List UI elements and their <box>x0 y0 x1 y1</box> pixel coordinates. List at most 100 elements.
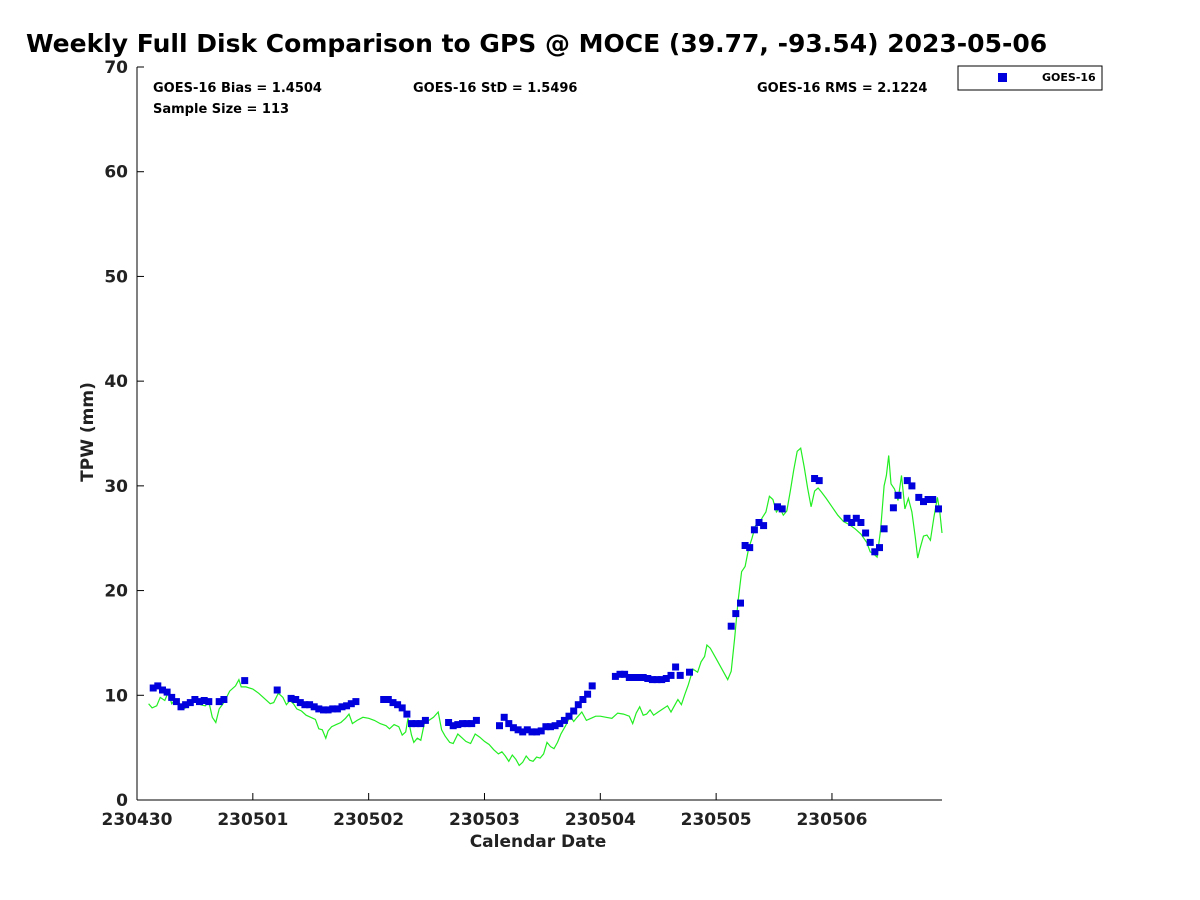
goes16-point <box>320 706 327 714</box>
x-tick-label: 230501 <box>217 810 288 830</box>
goes16-point <box>653 676 661 684</box>
x-tick-label: 230506 <box>796 810 867 830</box>
goes16-point <box>929 496 937 503</box>
goes16-point <box>352 698 360 706</box>
axes: 0 10 20 30 40 50 60 70 230430 230501 230502 230503 2… <box>102 58 942 830</box>
goes16-point <box>519 728 527 736</box>
goes16-point <box>862 529 870 537</box>
goes16-point <box>556 720 564 728</box>
goes16-point <box>347 700 355 708</box>
y-tick-label: 30 <box>104 477 128 497</box>
goes16-point <box>459 720 466 728</box>
y-axis-title: TPW (mm) <box>78 382 98 482</box>
goes16-point <box>732 610 740 618</box>
goes16-point <box>468 720 476 728</box>
goes16-point <box>182 701 190 709</box>
goes16-point <box>760 522 768 530</box>
goes16-point <box>301 701 309 709</box>
y-tick-label: 10 <box>104 686 128 706</box>
goes16-point <box>159 686 166 694</box>
x-tick-label: 230430 <box>102 810 173 830</box>
goes16-point <box>755 519 763 526</box>
goes16-point <box>857 519 865 526</box>
goes16-point <box>774 503 781 511</box>
goes16-point <box>384 696 392 703</box>
goes16-point <box>500 713 508 721</box>
goes16-point <box>329 705 337 713</box>
goes16-point <box>445 719 453 726</box>
goes16-point <box>296 699 304 707</box>
x-tick-label: 230505 <box>681 810 752 830</box>
y-tick-label: 60 <box>104 163 128 183</box>
goes16-point <box>935 505 942 513</box>
goes16-point <box>343 702 351 710</box>
goes16-point <box>172 698 180 706</box>
x-tick-label: 230503 <box>449 810 520 830</box>
goes16-point <box>200 697 208 704</box>
goes16-point <box>644 675 652 682</box>
goes16-point <box>149 684 157 692</box>
goes16-point <box>154 682 162 690</box>
goes16-point <box>908 482 916 490</box>
legend: GOES-16 <box>957 65 1103 91</box>
goes16-point <box>811 475 819 482</box>
goes16-point <box>186 699 194 707</box>
x-axis-title: Calendar Date <box>470 832 607 852</box>
goes16-point <box>778 505 786 513</box>
goes16-point <box>454 721 462 729</box>
goes16-point <box>625 674 633 681</box>
goes16-point <box>866 538 874 546</box>
x-tick-label: 230504 <box>565 810 636 830</box>
goes16-point <box>727 622 735 630</box>
goes16-point <box>177 703 185 711</box>
goes16-point <box>621 670 629 678</box>
goes16-point <box>616 670 624 678</box>
goes16-point <box>815 477 823 485</box>
goes16-point <box>672 663 680 671</box>
goes16-point <box>338 703 346 711</box>
goes16-point <box>741 542 749 549</box>
goes16-point <box>205 698 213 706</box>
goes16-point <box>574 701 582 709</box>
goes16-point <box>220 696 228 703</box>
goes16-point <box>852 514 860 522</box>
goes16-series <box>149 475 942 736</box>
goes16-point <box>579 696 587 703</box>
goes16-point <box>737 599 744 607</box>
goes16-point <box>639 674 647 681</box>
goes16-point <box>215 698 223 706</box>
legend-box <box>957 65 1103 91</box>
goes16-point <box>421 716 429 724</box>
goes16-point <box>496 722 503 730</box>
annotations: GOES-16 Bias = 1.4504 GOES-16 StD = 1.54… <box>78 81 927 852</box>
goes16-point <box>333 705 341 713</box>
goes16-point <box>584 690 592 698</box>
legend-marker-goes16 <box>998 73 1007 82</box>
goes16-point <box>588 682 596 690</box>
std-annotation: GOES-16 StD = 1.5496 <box>413 81 577 96</box>
goes16-point <box>915 493 923 501</box>
goes16-point <box>542 723 550 731</box>
y-tick-label: 50 <box>104 267 128 287</box>
goes16-point <box>889 504 897 512</box>
goes16-point <box>273 686 281 694</box>
goes16-point <box>533 728 541 736</box>
goes16-point <box>398 704 406 712</box>
y-tick-label: 70 <box>104 58 128 78</box>
goes16-point <box>662 675 670 682</box>
goes16-point <box>287 694 295 702</box>
legend-label-goes16: GOES-16 <box>1042 71 1096 84</box>
goes16-point <box>449 722 457 730</box>
goes16-point <box>630 674 638 681</box>
goes16-point <box>667 671 675 679</box>
goes16-point <box>292 696 300 703</box>
goes16-point <box>241 677 249 685</box>
y-tick-label: 40 <box>104 372 128 392</box>
goes16-point <box>686 668 693 676</box>
goes16-point <box>306 701 314 709</box>
goes16-point <box>417 720 425 728</box>
y-tick-label: 0 <box>116 791 128 811</box>
goes16-point <box>163 688 171 696</box>
goes16-point <box>310 703 318 711</box>
goes16-point <box>746 544 754 552</box>
